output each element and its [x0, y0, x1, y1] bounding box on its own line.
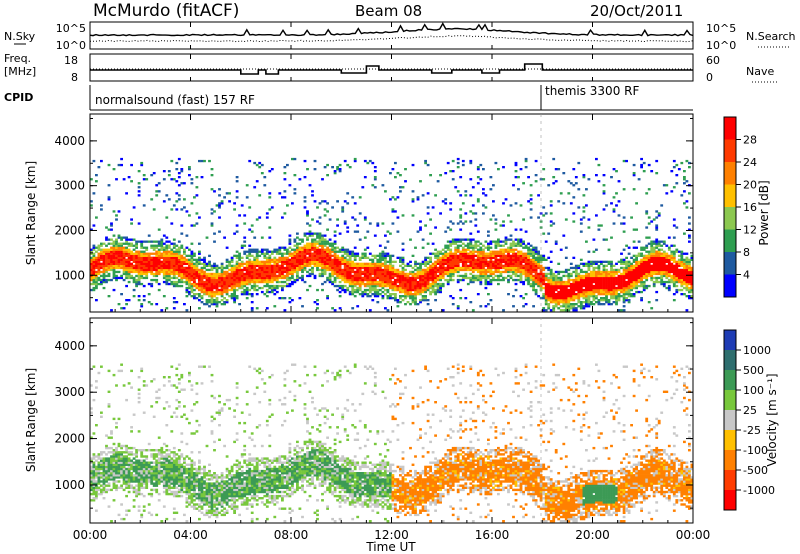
colorbar-swatch	[724, 117, 736, 140]
nsearch-tick-low: 10^0	[706, 39, 736, 52]
x-tick-label: 08:00	[274, 528, 309, 542]
power-colorbar: 28 24 20 16 12 8 4	[723, 116, 757, 298]
power-ylabel: Slant Range [km]	[24, 161, 38, 265]
colorbar-swatch	[724, 139, 736, 163]
colorbar-swatch	[724, 490, 736, 511]
colorbar-swatch	[724, 162, 736, 185]
colorbar-tick-label: 28	[743, 134, 757, 147]
colorbar-swatch	[724, 470, 736, 491]
freq-trace	[90, 63, 693, 75]
nave-tick-high: 60	[706, 54, 720, 67]
colorbar-tick-label: -500	[743, 464, 768, 477]
date-label: 20/Oct/2011	[590, 2, 683, 20]
x-tick-label: 16:00	[475, 528, 510, 542]
colorbar-tick-label: 12	[743, 224, 757, 237]
colorbar-tick-label: 100	[743, 384, 764, 397]
velocity-heatmap	[90, 363, 694, 523]
y-tick-label: 3000	[54, 385, 85, 399]
velocity-ylabel: Slant Range [km]	[24, 368, 38, 472]
colorbar-tick-label: 4	[743, 269, 750, 282]
colorbar-tick-label: 25	[743, 404, 757, 417]
power-heatmap	[90, 157, 694, 312]
freq-tick-low: 8	[71, 71, 78, 84]
y-tick-label: 2000	[54, 432, 85, 446]
x-tick-label: 20:00	[575, 528, 610, 542]
colorbar-tick-label: 16	[743, 201, 757, 214]
cpid-label: CPID	[4, 91, 33, 104]
x-tick-label: 00:00	[73, 528, 108, 542]
velocity-colorbar: 1000 500 100 25 -25 -100 -500 -1000	[723, 329, 775, 511]
freq-tick-high: 18	[64, 54, 78, 67]
y-tick-label: 1000	[54, 478, 85, 492]
colorbar-tick-label: 1000	[743, 344, 771, 357]
colorbar-swatch	[724, 410, 736, 431]
cpid-segment-1: normalsound (fast) 157 RF	[95, 93, 255, 107]
nsearch-tick-high: 10^5	[706, 22, 736, 35]
colorbar-tick-label: 8	[743, 246, 750, 259]
nsky-tick-low: 10^0	[56, 39, 86, 52]
nsky-label: N.Sky	[4, 30, 36, 43]
y-tick-label: 1000	[54, 268, 85, 282]
colorbar-swatch	[724, 207, 736, 230]
nsearch-label: N.Search	[746, 30, 796, 43]
colorbar-swatch	[724, 450, 736, 471]
colorbar-swatch	[724, 390, 736, 411]
station-title: McMurdo (fitACF)	[93, 1, 239, 21]
y-tick-label: 3000	[54, 179, 85, 193]
x-axis-label: Time UT	[365, 540, 416, 554]
colorbar-swatch	[724, 370, 736, 391]
freq-unit-label: [MHz]	[4, 65, 36, 78]
nsky-trace	[89, 22, 694, 37]
colorbar-tick-label: -1000	[743, 484, 775, 497]
x-tick-label: 04:00	[173, 528, 208, 542]
power-panel: 1000 2000 3000 4000 Slant Range [km] 28 24 20…	[24, 113, 771, 313]
y-tick-label: 4000	[54, 339, 85, 353]
velocity-panel: 1000 2000 3000 4000 Slant Range [km] 1000 50…	[24, 317, 779, 524]
freq-label: Freq.	[4, 52, 31, 65]
x-axis: 00:00 04:00 08:00 12:00 16:00 20:00 00:00	[73, 22, 711, 542]
nsky-tick-high: 10^5	[56, 22, 86, 35]
colorbar-tick-label: 20	[743, 179, 757, 192]
colorbar-swatch	[724, 252, 736, 275]
colorbar-tick-label: 24	[743, 156, 757, 169]
colorbar-swatch	[724, 229, 736, 253]
x-tick-label: 12:00	[374, 528, 409, 542]
x-tick-label: 00:00	[676, 528, 711, 542]
power-colorbar-label: Power [dB]	[757, 180, 771, 245]
y-tick-label: 4000	[54, 134, 85, 148]
colorbar-swatch	[724, 430, 736, 451]
colorbar-tick-label: 500	[743, 364, 764, 377]
velocity-colorbar-label: Velocity [m s⁻¹]	[765, 373, 779, 466]
cpid-panel: CPID normalsound (fast) 157 RF themis 33…	[4, 84, 693, 111]
nave-label: Nave	[746, 65, 774, 78]
colorbar-swatch	[724, 350, 736, 371]
colorbar-tick-label: -25	[743, 424, 761, 437]
y-tick-label: 2000	[54, 223, 85, 237]
colorbar-tick-label: -100	[743, 444, 768, 457]
colorbar-swatch	[724, 274, 736, 298]
noise-panel: N.Sky 10^5 10^0 10^5 10^0 N.Search	[4, 21, 796, 52]
beam-label: Beam 08	[355, 2, 422, 20]
nave-tick-low: 0	[706, 71, 713, 84]
colorbar-swatch	[724, 330, 736, 351]
colorbar-swatch	[724, 184, 736, 208]
cpid-segment-2: themis 3300 RF	[545, 84, 639, 98]
